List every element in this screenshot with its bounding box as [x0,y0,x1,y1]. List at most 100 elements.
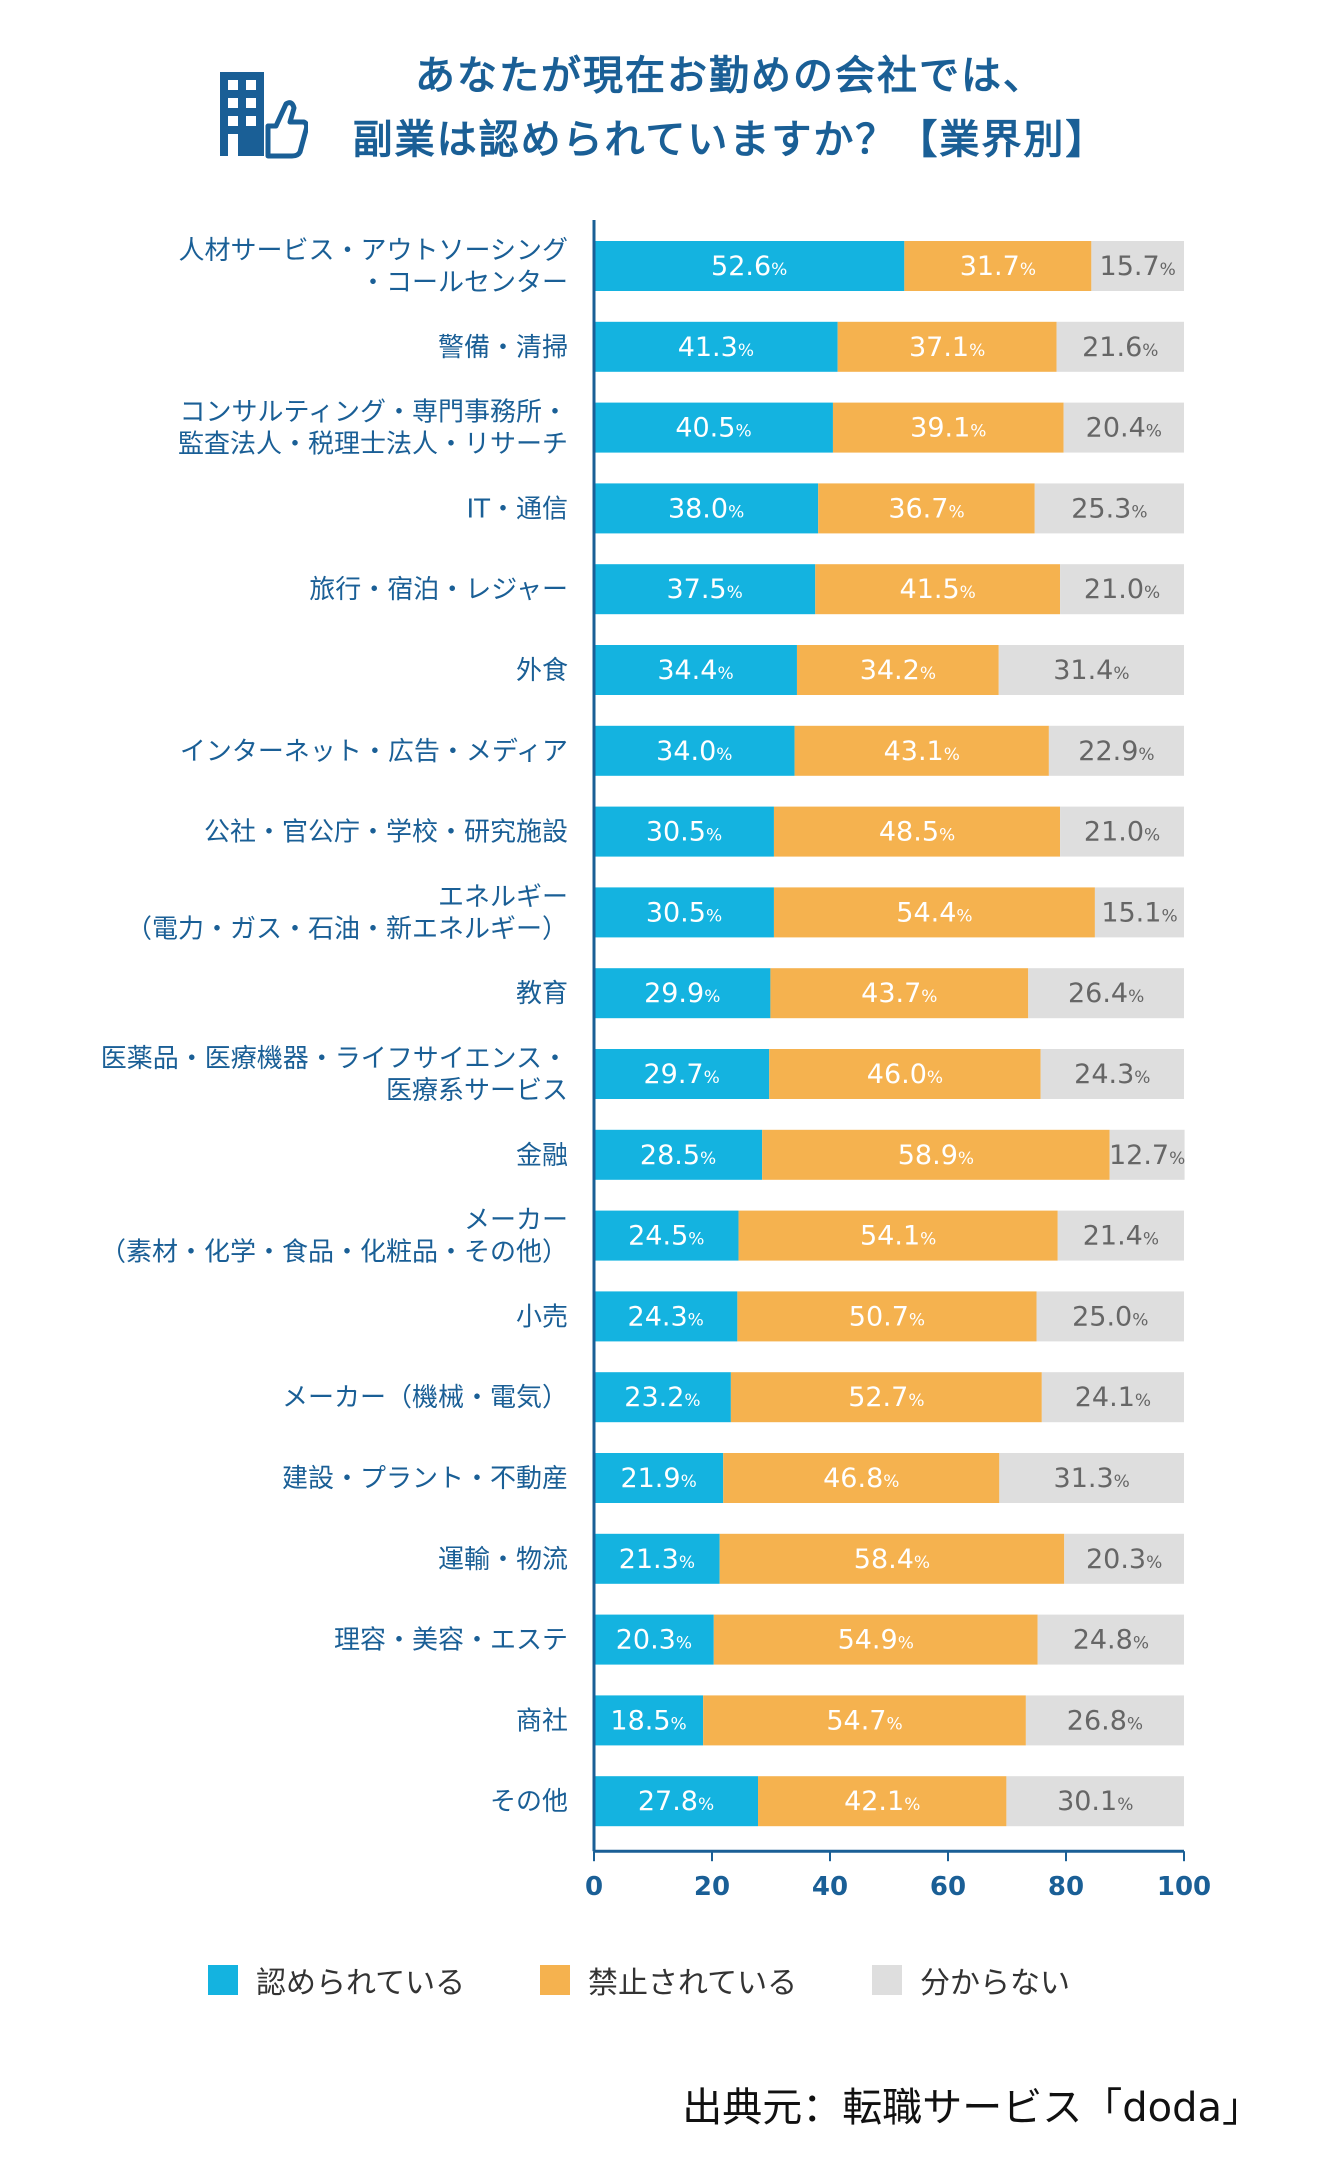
bar-unknown [1063,402,1184,453]
data-label-unknown: 15.1% [1101,897,1177,928]
data-label-allowed: 20.3% [616,1625,692,1656]
data-label-allowed: 38.0% [668,493,744,524]
data-label-prohibited: 50.7% [849,1301,925,1332]
bar-unknown [1006,1776,1184,1827]
bar-prohibited [832,402,1064,453]
x-tick-label: 40 [812,1872,848,1902]
data-label-prohibited: 48.5% [879,817,955,848]
data-label-prohibited: 58.4% [854,1544,930,1575]
bar-unknown [1056,321,1184,372]
data-label-unknown: 21.0% [1084,817,1160,848]
x-tick-label: 20 [694,1872,730,1902]
data-label-prohibited: 54.4% [896,897,972,928]
title-line-2: 副業は認められていますか？【業界別】 [352,117,1108,163]
bar-unknown [1048,725,1184,776]
data-label-allowed: 29.9% [644,978,720,1009]
data-label-unknown: 26.4% [1068,978,1144,1009]
bar-prohibited [762,1129,1110,1180]
bar-prohibited [738,1210,1058,1261]
data-label-unknown: 21.6% [1082,332,1158,363]
category-label: コンサルティング・専門事務所・監査法人・税理士法人・リサーチ [178,398,568,460]
category-label: 運輸・物流 [438,1545,568,1575]
legend-label-unknown: 分からない [920,1966,1070,2001]
bar-allowed [594,725,795,776]
category-label: 警備・清掃 [438,333,568,363]
category-label: 商社 [516,1706,568,1736]
data-label-allowed: 21.9% [620,1463,696,1494]
bar-prohibited [769,1049,1041,1099]
category-label: メーカー（機械・電気） [282,1383,568,1413]
data-label-prohibited: 36.7% [888,493,964,524]
data-label-prohibited: 58.9% [898,1140,974,1171]
data-label-prohibited: 42.1% [844,1786,920,1817]
bar-prohibited [713,1614,1038,1665]
bar-unknown [1037,1614,1184,1665]
category-label: エネルギー（電力・ガス・石油・新エネルギー） [126,882,568,944]
data-label-unknown: 21.0% [1084,574,1160,605]
bar-unknown [1057,1210,1184,1261]
bar-allowed [594,321,838,372]
data-label-allowed: 18.5% [610,1705,686,1736]
bar-prohibited [703,1695,1026,1746]
legend-swatch-allowed [208,1965,238,1995]
source-credit: 出典元：転職サービス「doda」 [682,2085,1262,2131]
bar-allowed [594,1453,724,1503]
data-label-prohibited: 39.1% [910,413,986,444]
bar-unknown [1034,483,1184,534]
bar-unknown [1028,968,1184,1019]
category-label: 金融 [516,1141,568,1171]
legend-swatch-prohibited [540,1965,570,1995]
category-label: 公社・官公庁・学校・研究施設 [204,818,568,848]
bar-allowed [594,483,819,534]
data-label-unknown: 31.3% [1054,1463,1130,1494]
legend-item-allowed: 認められている [208,1955,465,2005]
data-label-prohibited: 54.1% [860,1221,936,1252]
data-label-prohibited: 41.5% [900,574,976,605]
chart-title: あなたが現在お勤めの会社では、 副業は認められていますか？【業界別】 [330,44,1130,172]
category-label: その他 [490,1787,568,1817]
bar-prohibited [719,1533,1065,1584]
title-line-1: あなたが現在お勤めの会社では、 [415,53,1045,99]
data-label-prohibited: 54.7% [826,1705,902,1736]
data-label-allowed: 52.6% [711,251,787,282]
data-label-allowed: 24.5% [628,1221,704,1252]
bar-unknown [1109,1129,1185,1180]
bar-unknown [1040,1049,1184,1099]
data-label-allowed: 30.5% [646,897,722,928]
bar-prohibited [796,645,999,695]
bar-allowed [594,887,774,938]
bar-allowed [594,1129,763,1180]
category-label: 理容・美容・エステ [334,1626,568,1656]
category-label: 医薬品・医療機器・ライフサイエンス・医療系サービス [101,1044,568,1106]
bar-allowed [594,1291,738,1342]
bar-unknown [1064,1533,1184,1584]
data-label-unknown: 25.3% [1071,493,1147,524]
data-label-prohibited: 43.1% [884,736,960,767]
data-label-unknown: 12.7% [1109,1140,1185,1171]
data-label-prohibited: 54.9% [838,1625,914,1656]
data-label-allowed: 23.2% [624,1382,700,1413]
bar-unknown [1091,241,1184,291]
x-tick-label: 80 [1048,1872,1084,1902]
bar-unknown [1025,1695,1184,1746]
x-tick-label: 100 [1157,1872,1211,1902]
bar-prohibited [730,1372,1042,1423]
legend: 認められている 禁止されている 分からない [0,1955,1324,2005]
bar-allowed [594,806,774,857]
data-label-prohibited: 37.1% [909,332,985,363]
bar-prohibited [837,321,1057,372]
legend-label-allowed: 認められている [256,1966,466,2001]
bar-prohibited [815,564,1061,615]
chart-header: あなたが現在お勤めの会社では、 副業は認められていますか？【業界別】 [0,0,1324,190]
category-label: 建設・プラント・不動産 [282,1464,568,1494]
x-tick-label: 0 [585,1872,603,1902]
x-tick-label: 60 [930,1872,966,1902]
data-label-unknown: 30.1% [1057,1786,1133,1817]
category-label: 小売 [516,1302,568,1332]
bar-allowed [594,1533,720,1584]
data-label-unknown: 31.4% [1053,655,1129,686]
building-thumbs-up-icon [220,72,308,159]
data-label-unknown: 20.3% [1086,1544,1162,1575]
data-label-unknown: 15.7% [1100,251,1176,282]
data-label-allowed: 28.5% [640,1140,716,1171]
